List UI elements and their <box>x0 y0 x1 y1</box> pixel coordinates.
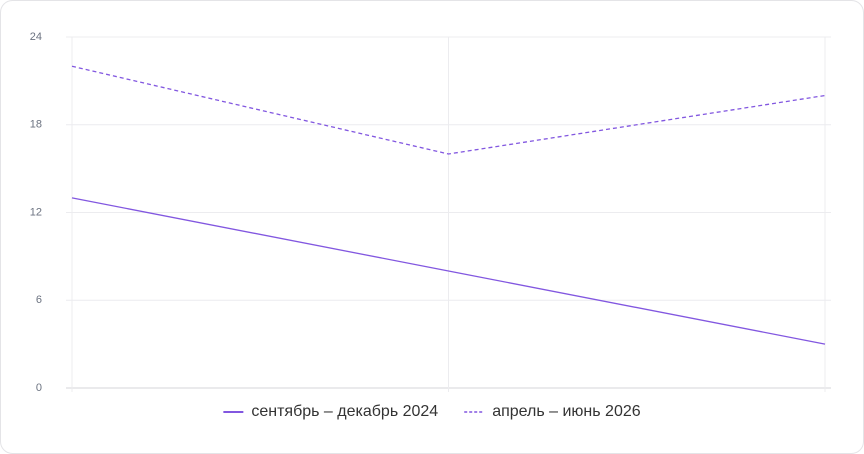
y-tick-label: 24 <box>30 31 42 43</box>
series-line <box>71 197 826 345</box>
legend-label: апрель – июнь 2026 <box>492 403 641 420</box>
y-tick-label: 6 <box>36 294 42 306</box>
y-tick-label: 0 <box>36 382 42 394</box>
y-tick-label: 12 <box>30 206 42 218</box>
legend-label: сентябрь – декабрь 2024 <box>251 403 438 420</box>
y-tick-label: 18 <box>30 119 42 131</box>
series-line <box>71 65 826 155</box>
